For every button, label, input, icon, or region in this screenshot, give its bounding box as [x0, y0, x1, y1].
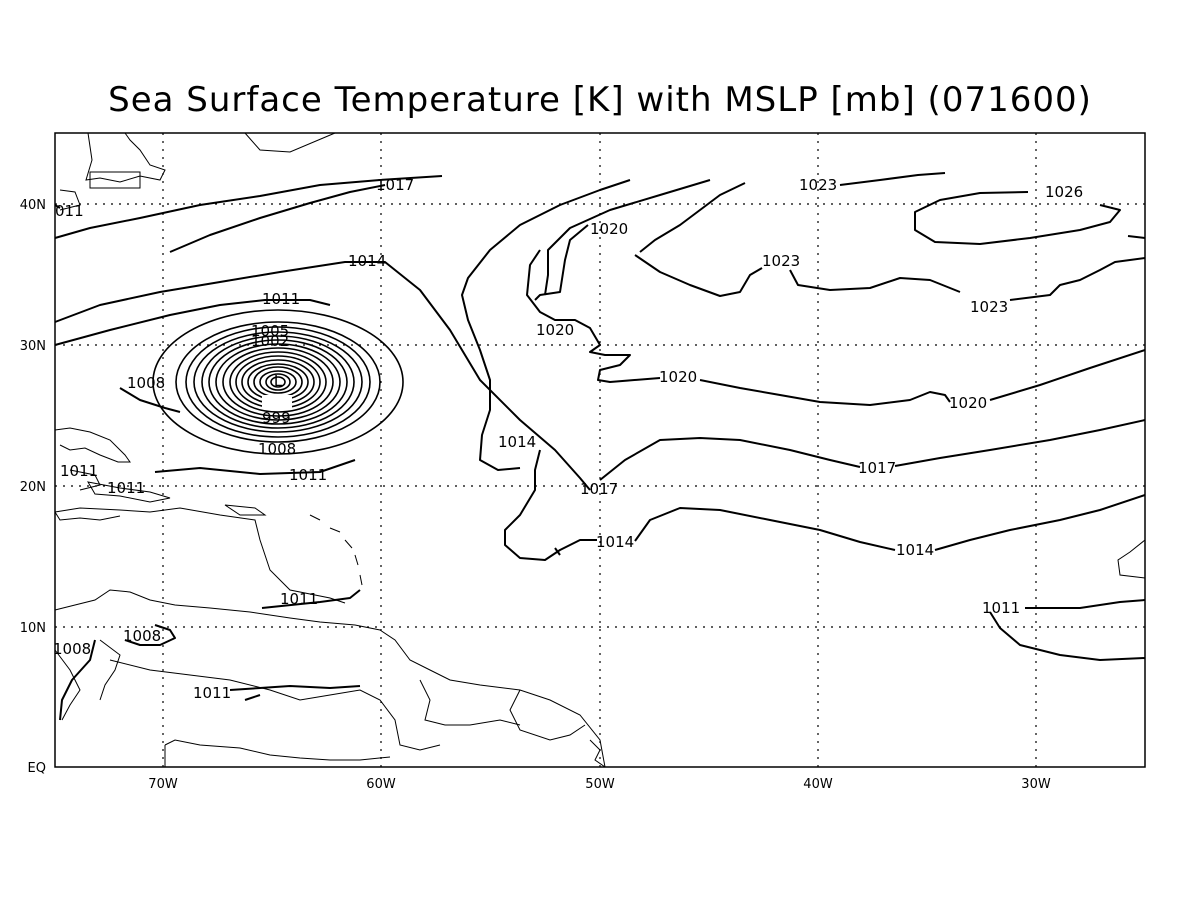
isobar-label: 1020 [536, 321, 574, 339]
isobar-label: 1014 [896, 541, 934, 559]
isobar-label: 1008 [127, 374, 165, 392]
coastlines [54, 132, 1146, 768]
isobar-label: 1011 [982, 599, 1020, 617]
isobar-label: 1005 [251, 322, 289, 340]
isobar-label: 1011 [289, 466, 327, 484]
map-frame [54, 132, 1146, 768]
isobar-label: 1002 [251, 332, 289, 350]
isobar-label: 1020 [659, 368, 697, 386]
isobar-label: 1017 [580, 480, 618, 498]
latitude-axis: EQ 10N 20N 30N 40N [20, 198, 46, 776]
lat-tick-label: 10N [20, 621, 46, 636]
map-title: Sea Surface Temperature [K] with MSLP [m… [108, 80, 1092, 120]
lat-tick-label: EQ [28, 761, 46, 776]
isobar-label: 1014 [348, 252, 386, 270]
isobar-label: 1008 [258, 440, 296, 458]
longitude-axis: 70W 60W 50W 40W 30W [148, 777, 1051, 792]
isobar-label: 1023 [970, 298, 1008, 316]
isobar-label: 1014 [498, 433, 536, 451]
isobar-label: 1020 [590, 220, 628, 238]
lat-tick-label: 30N [20, 339, 46, 354]
isobar-label: 1011 [60, 462, 98, 480]
lon-tick-label: 50W [585, 777, 615, 792]
isobar-label: 1008 [53, 640, 91, 658]
isobar-label: 1023 [762, 252, 800, 270]
isobar-label: 1014 [596, 533, 634, 551]
lon-tick-label: 70W [148, 777, 178, 792]
isobar-label: 1017 [858, 459, 896, 477]
lon-tick-label: 40W [803, 777, 833, 792]
isobar-label: 1023 [799, 176, 837, 194]
low-pressure-rings [152, 309, 404, 455]
isobar-label: 1026 [1045, 183, 1083, 201]
isobar-label: 011 [55, 202, 84, 220]
lat-tick-label: 40N [20, 198, 46, 213]
isobar-label: 1011 [280, 590, 318, 608]
low-center-marker: L [274, 372, 283, 390]
isobar-label: 1008 [123, 627, 161, 645]
lon-tick-label: 60W [366, 777, 396, 792]
isobar-label: 1020 [949, 394, 987, 412]
isobars [54, 172, 1146, 721]
isobar-label: 1011 [262, 290, 300, 308]
isobar-labels: 011 1017 1023 1026 1020 1014 1023 1011 1… [53, 176, 1083, 702]
isobar-label: 1011 [107, 479, 145, 497]
isobar-label: 1017 [376, 176, 414, 194]
isobar-label: 999 [262, 409, 291, 427]
lat-tick-label: 20N [20, 480, 46, 495]
lon-tick-label: 30W [1021, 777, 1051, 792]
isobar-label: 1011 [193, 684, 231, 702]
